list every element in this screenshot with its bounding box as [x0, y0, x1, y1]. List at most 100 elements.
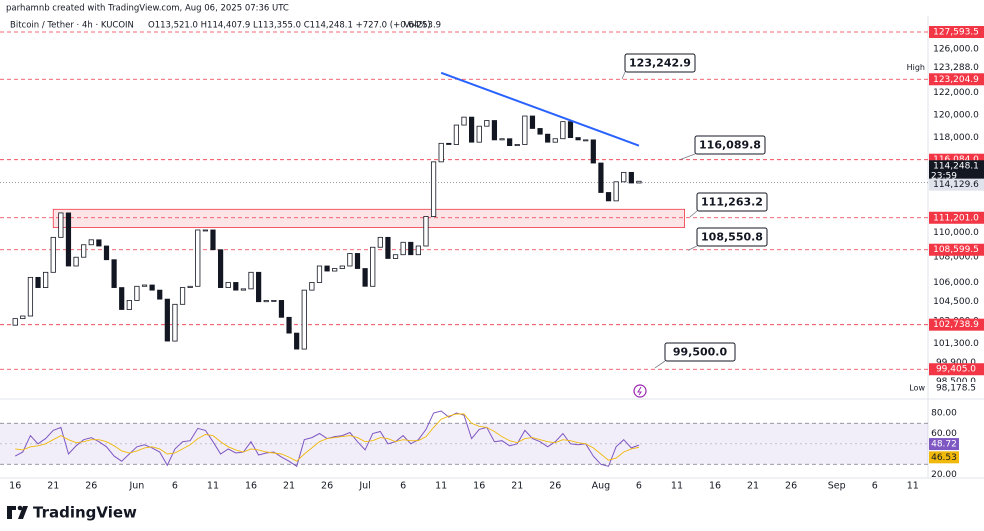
last-price-label: 114,248.1 [933, 162, 979, 172]
y-tick-label: 104,500.0 [933, 297, 979, 307]
candle-body [81, 244, 87, 258]
y-tick-label: 126,000.0 [933, 44, 979, 54]
candle-body [400, 241, 406, 256]
callout-pointer [687, 245, 698, 251]
author-line: parhamnb created with TradingView.com, A… [6, 4, 289, 14]
level-label: 99,405.0 [936, 365, 976, 375]
candle-body [179, 287, 186, 305]
level-label: 111,201.0 [933, 213, 979, 223]
callout-pointer [621, 71, 626, 80]
level-label: 123,204.9 [933, 75, 979, 85]
candle-body [598, 162, 604, 193]
x-tick-label: 16 [245, 481, 257, 492]
alert-bolt[interactable] [637, 386, 642, 396]
high-label: 123,288.0 [933, 63, 979, 73]
callout-box [696, 227, 768, 247]
alert-icon[interactable] [633, 384, 647, 398]
y-tick-label: 120,000.0 [933, 110, 979, 120]
x-tick-label: 16 [9, 481, 21, 492]
level-label-bg [929, 26, 984, 39]
x-tick-label: 26 [85, 481, 97, 492]
x-tick-label: 26 [785, 481, 797, 492]
low-label-bg [929, 382, 984, 395]
level-label: 116,084.0 [933, 155, 979, 165]
callout-box [664, 342, 736, 362]
candle-body [438, 142, 444, 163]
candle-body [461, 116, 467, 126]
level-label-bg [929, 211, 984, 224]
callout-label: 116,089.8 [699, 139, 761, 152]
candle-body [126, 300, 132, 310]
level-label: 127,593.5 [933, 28, 979, 38]
rsi-tick-label: 20.00 [931, 470, 957, 480]
candle-body [233, 282, 239, 291]
candle-body [347, 253, 353, 267]
y-tick-label: 101,300.0 [933, 339, 979, 349]
candle-body [58, 212, 64, 238]
level-label-bg [929, 318, 984, 331]
logo-icon [7, 506, 28, 519]
low-name: Low [909, 384, 925, 393]
level-label-bg [929, 243, 984, 256]
candle-body [157, 289, 163, 300]
y-tick-label: 118,000.0 [933, 133, 979, 143]
candle-body [35, 276, 41, 288]
callout-pointer [689, 210, 698, 218]
alert-circle[interactable] [633, 384, 647, 398]
x-tick-label: 11 [207, 481, 219, 492]
candle-body [362, 268, 368, 287]
candle-body [50, 236, 56, 273]
candle-body [575, 137, 581, 141]
candle-body [385, 236, 391, 259]
level-label-bg [929, 73, 984, 86]
zone [52, 208, 685, 228]
rsi-line [15, 413, 640, 462]
candle-body [377, 236, 383, 248]
candle-body [141, 284, 148, 287]
x-tick-label: 11 [907, 481, 919, 492]
x-tick-label: Jul [358, 481, 370, 492]
candle-body [43, 271, 49, 288]
candle-body [613, 181, 619, 202]
candle-body [552, 138, 558, 143]
y-tick-label: 108,000.0 [933, 253, 979, 263]
candle-body [96, 239, 102, 247]
x-tick-label: 21 [47, 481, 59, 492]
candle-body [469, 116, 475, 143]
candle-body [324, 265, 330, 272]
candle-body [12, 318, 18, 326]
candle-body [430, 161, 437, 217]
candle-body [522, 115, 528, 145]
prev-price-bg [929, 178, 984, 191]
candle-body [446, 142, 452, 145]
callout-label: 123,242.9 [629, 57, 691, 70]
candle-body [103, 245, 110, 261]
level-label: 102,738.9 [933, 320, 979, 330]
callout-label: 111,263.2 [701, 196, 763, 209]
countdown: 23:59 [931, 172, 957, 182]
candle-body [119, 287, 125, 310]
y-tick-label: 106,000.0 [933, 278, 979, 288]
candle-body [210, 229, 216, 251]
candle-body [453, 124, 459, 145]
candle-body [484, 120, 490, 127]
x-tick-label: 16 [473, 481, 485, 492]
y-tick-label: 110,000.0 [933, 228, 979, 238]
callout-pointer [654, 360, 666, 369]
candle-body [195, 229, 201, 287]
x-tick-label: 16 [709, 481, 721, 492]
candle-body [339, 265, 345, 269]
candle-body [529, 115, 536, 129]
x-tick-label: 6 [172, 481, 178, 492]
candle-body [172, 303, 178, 342]
candle-body [628, 171, 634, 184]
callout-label: 108,550.8 [701, 231, 763, 244]
callout-pointer [679, 153, 696, 161]
candle-body [605, 192, 612, 202]
candle-body [286, 316, 292, 334]
candle-body [65, 212, 72, 267]
candle-body [514, 144, 520, 147]
candle-body [309, 282, 315, 291]
candle-body [392, 254, 399, 259]
